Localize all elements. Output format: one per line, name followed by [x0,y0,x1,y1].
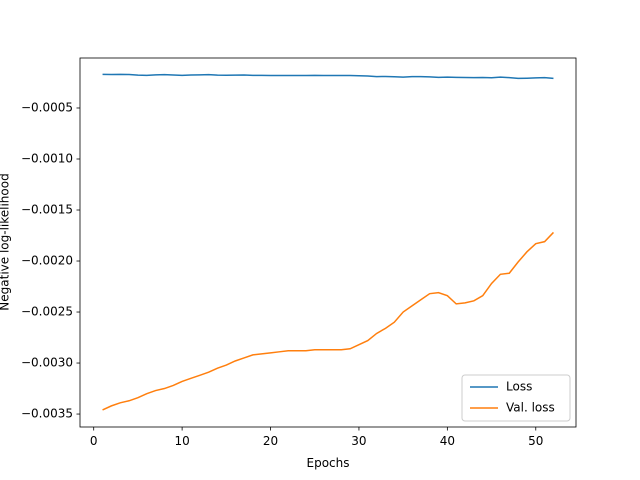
x-tick-label: 0 [90,434,98,448]
line-series [102,231,554,411]
line-series [102,73,554,80]
y-tick-label: −0.0035 [21,407,73,421]
legend-label: Loss [506,380,532,394]
x-tick-label: 40 [440,434,455,448]
y-tick-label: −0.0020 [21,254,73,268]
y-tick-label: −0.0030 [21,356,73,370]
legend-label: Val. loss [506,401,555,415]
y-tick-label: −0.0010 [21,151,73,165]
y-tick-label: −0.0005 [21,100,73,114]
x-tick-label: 30 [351,434,366,448]
x-tick-label: 20 [263,434,278,448]
x-axis-label: Epochs [307,456,350,470]
x-tick-label: 10 [174,434,189,448]
y-tick-label: −0.0015 [21,203,73,217]
y-tick-label: −0.0025 [21,305,73,319]
y-axis-label: Negative log-likelihood [0,173,12,310]
x-tick-label: 50 [528,434,543,448]
axes-frame [79,57,577,428]
